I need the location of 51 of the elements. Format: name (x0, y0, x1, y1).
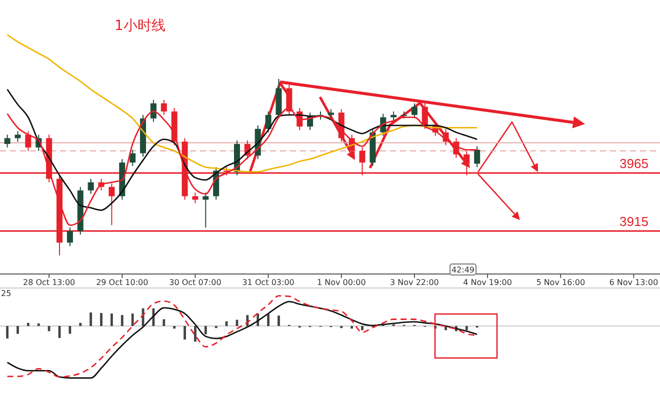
bar (267, 314, 270, 326)
candlestick (14, 130, 21, 142)
bar (48, 326, 50, 332)
bar (361, 326, 364, 330)
bar (162, 319, 166, 326)
candlestick (411, 102, 418, 119)
bar (465, 326, 468, 330)
bar (278, 316, 280, 326)
candlestick (202, 192, 209, 228)
candlestick (4, 134, 10, 148)
bar (26, 322, 30, 326)
candlestick (160, 99, 167, 116)
candlestick (265, 110, 272, 133)
x-tick-label: 28 Oct 13:00 (22, 278, 76, 287)
x-tick-label: 1 Nov 00:00 (316, 278, 366, 287)
candlestick (25, 130, 32, 152)
ref-line-label: 3915 (620, 214, 648, 230)
candlestick (150, 99, 156, 122)
candlestick (66, 227, 73, 247)
candlestick (390, 110, 397, 122)
x-tick-label: 5 Nov 16:00 (536, 278, 586, 287)
bar (16, 326, 19, 334)
bar (120, 315, 124, 326)
bar (37, 323, 40, 326)
x-tick-label: 31 Oct 03:00 (242, 278, 294, 287)
candlestick (474, 146, 480, 168)
bar (79, 322, 82, 326)
bar (131, 314, 134, 326)
bar (100, 313, 102, 326)
annotation: 42:49 (451, 266, 475, 274)
candlestick (88, 178, 94, 194)
bar (110, 314, 113, 326)
bar (90, 312, 92, 326)
candlestick (130, 149, 136, 167)
x-tick-label: 3 Nov 22:00 (390, 278, 439, 287)
x-tick-label: 30 Oct 07:00 (169, 278, 222, 287)
bar (173, 326, 176, 329)
bar (350, 326, 354, 329)
bar (184, 326, 186, 340)
annotation: 25 (1, 289, 12, 298)
ref-line-label: 3965 (620, 156, 648, 171)
bar (6, 326, 9, 338)
bar (194, 326, 196, 342)
x-tick-label: 6 Nov 13:00 (609, 278, 658, 287)
bar (68, 326, 72, 334)
candlestick (192, 192, 198, 204)
candlestick (328, 108, 334, 119)
x-tick-label: 4 Nov 19:00 (463, 278, 512, 287)
text: 1小时线 (114, 18, 166, 34)
x-tick-label: 29 Oct 10:00 (96, 278, 148, 287)
bar (204, 326, 207, 334)
